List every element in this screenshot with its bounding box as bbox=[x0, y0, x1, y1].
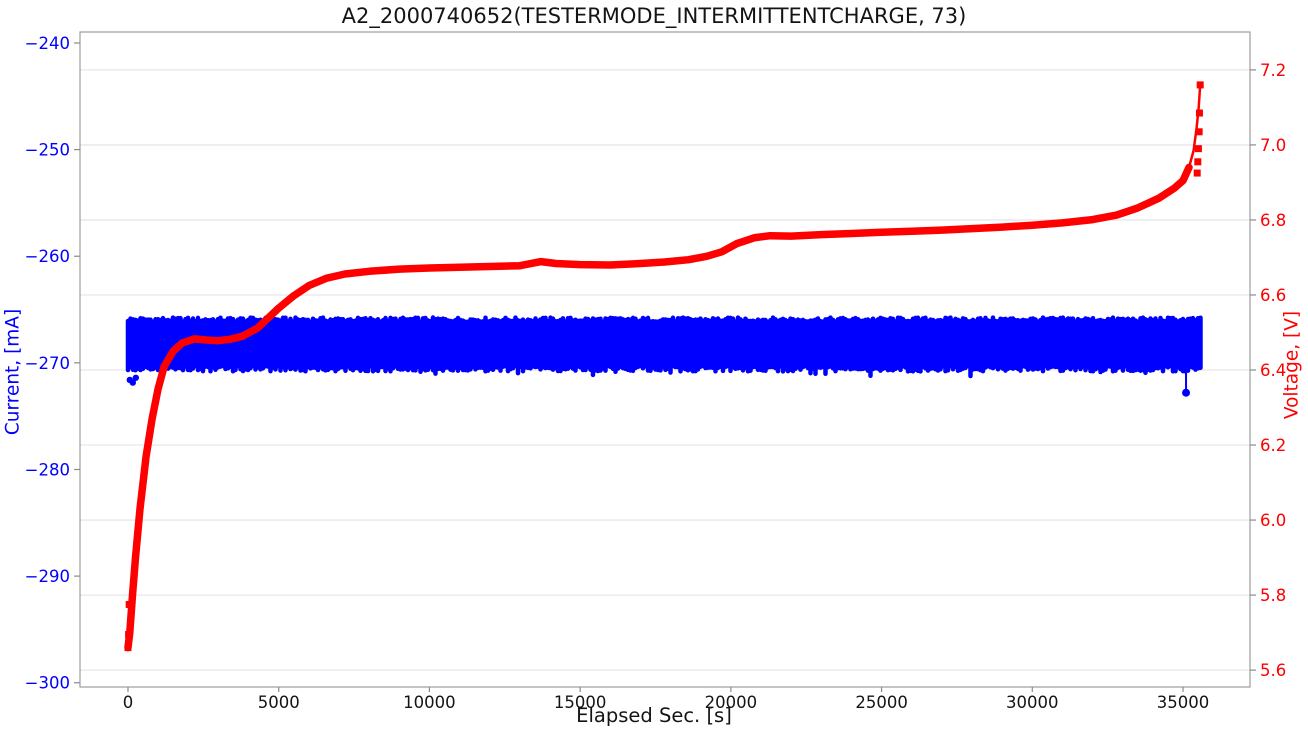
x-tick-label: 35000 bbox=[1157, 693, 1210, 712]
current-outlier-dot bbox=[129, 379, 137, 386]
x-tick-label: 25000 bbox=[855, 693, 908, 712]
right-tick-label: 6.2 bbox=[1260, 436, 1286, 455]
right-tick-label: 6.8 bbox=[1260, 211, 1286, 230]
right-tick-label: 5.8 bbox=[1260, 586, 1286, 605]
voltage-marker bbox=[125, 600, 133, 608]
voltage-marker bbox=[1194, 145, 1202, 153]
voltage-marker bbox=[1193, 169, 1201, 177]
left-axis-label: Current, [mA] bbox=[2, 308, 24, 436]
voltage-marker bbox=[1194, 158, 1202, 166]
left-tick-label: −290 bbox=[25, 567, 70, 586]
voltage-series-line bbox=[124, 163, 1193, 652]
right-axis-label: Voltage, [V] bbox=[1281, 310, 1303, 420]
voltage-marker bbox=[1195, 109, 1203, 117]
chart-title: A2_2000740652(TESTERMODE_INTERMITTENTCHA… bbox=[341, 4, 967, 28]
x-tick-label: 30000 bbox=[1006, 693, 1059, 712]
left-tick-label: −270 bbox=[25, 354, 70, 373]
right-tick-label: 6.6 bbox=[1260, 286, 1286, 305]
x-tick-label: 0 bbox=[123, 693, 134, 712]
voltage-marker bbox=[125, 630, 133, 638]
left-tick-label: −280 bbox=[25, 460, 70, 479]
right-tick-label: 7.0 bbox=[1260, 136, 1286, 155]
right-tick-label: 6.0 bbox=[1260, 511, 1286, 530]
voltage-spike-line bbox=[1187, 84, 1202, 168]
voltage-marker bbox=[124, 644, 132, 652]
x-tick-label: 10000 bbox=[403, 693, 456, 712]
right-tick-label: 6.4 bbox=[1260, 361, 1286, 380]
right-tick-label: 7.2 bbox=[1260, 61, 1286, 80]
voltage-marker bbox=[1195, 128, 1203, 136]
x-tick-label: 20000 bbox=[705, 693, 758, 712]
current-outlier-dot bbox=[132, 374, 140, 381]
left-tick-label: −260 bbox=[25, 247, 70, 266]
right-tick-label: 5.6 bbox=[1260, 661, 1286, 680]
current-dip-dot bbox=[1182, 388, 1191, 397]
voltage-marker bbox=[1196, 81, 1204, 89]
x-axis-label: Elapsed Sec. [s] bbox=[576, 704, 732, 727]
plot-border bbox=[79, 31, 1251, 688]
left-tick-label: −250 bbox=[25, 141, 70, 160]
x-tick-label: 5000 bbox=[258, 693, 300, 712]
x-tick-label: 15000 bbox=[554, 693, 607, 712]
left-tick-label: −240 bbox=[25, 34, 70, 53]
left-tick-label: −300 bbox=[25, 674, 70, 693]
